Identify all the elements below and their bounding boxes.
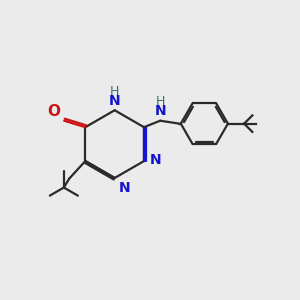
Text: N: N bbox=[119, 181, 131, 195]
Text: N: N bbox=[109, 94, 121, 108]
Text: H: H bbox=[110, 85, 119, 98]
Text: O: O bbox=[48, 104, 61, 119]
Text: H: H bbox=[155, 95, 165, 108]
Text: N: N bbox=[154, 104, 166, 118]
Text: N: N bbox=[149, 153, 161, 166]
